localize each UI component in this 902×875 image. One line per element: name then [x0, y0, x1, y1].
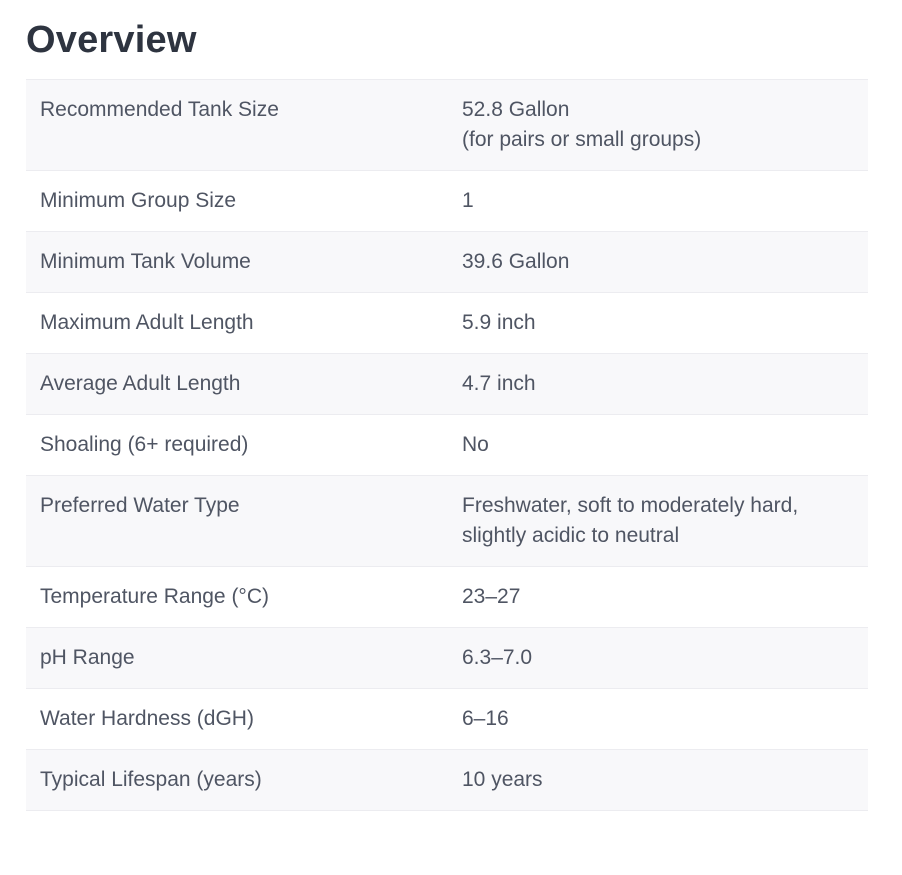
row-label: Typical Lifespan (years): [26, 749, 448, 811]
row-value-line: slightly acidic to neutral: [462, 524, 680, 547]
table-row: Minimum Tank Volume 39.6 Gallon: [26, 231, 868, 293]
overview-table: Recommended Tank Size 52.8 Gallon (for p…: [26, 79, 868, 811]
row-label: Water Hardness (dGH): [26, 688, 448, 750]
row-value-line: 5.9 inch: [462, 311, 536, 334]
table-row: pH Range 6.3–7.0: [26, 627, 868, 689]
row-label: Recommended Tank Size: [26, 79, 448, 171]
table-row: Water Hardness (dGH) 6–16: [26, 688, 868, 750]
row-value: No: [448, 414, 868, 476]
table-row: Average Adult Length 4.7 inch: [26, 353, 868, 415]
row-value-line: 4.7 inch: [462, 372, 536, 395]
table-row: Maximum Adult Length 5.9 inch: [26, 292, 868, 354]
row-value-line: 6–16: [462, 707, 509, 730]
row-value: 52.8 Gallon (for pairs or small groups): [448, 79, 868, 171]
row-value-line: 39.6 Gallon: [462, 250, 570, 273]
table-row: Temperature Range (°C) 23–27: [26, 566, 868, 628]
row-value-line: Freshwater, soft to moderately hard,: [462, 494, 799, 517]
row-label: Preferred Water Type: [26, 475, 448, 567]
table-row: Preferred Water Type Freshwater, soft to…: [26, 475, 868, 567]
row-value: 4.7 inch: [448, 353, 868, 415]
row-value-line: No: [462, 433, 489, 456]
row-label: Minimum Tank Volume: [26, 231, 448, 293]
table-row: Recommended Tank Size 52.8 Gallon (for p…: [26, 79, 868, 171]
row-label: Shoaling (6+ required): [26, 414, 448, 476]
page-title: Overview: [26, 19, 197, 61]
row-value: 23–27: [448, 566, 868, 628]
row-value-line: 23–27: [462, 585, 521, 608]
row-label: Average Adult Length: [26, 353, 448, 415]
row-label: pH Range: [26, 627, 448, 689]
row-value-line: 1: [462, 189, 474, 212]
table-row: Typical Lifespan (years) 10 years: [26, 749, 868, 811]
row-value: 1: [448, 170, 868, 232]
overview-section: Overview Recommended Tank Size 52.8 Gall…: [26, 19, 868, 811]
row-value: 6.3–7.0: [448, 627, 868, 689]
row-value: 5.9 inch: [448, 292, 868, 354]
row-value: Freshwater, soft to moderately hard, sli…: [448, 475, 868, 567]
table-row: Minimum Group Size 1: [26, 170, 868, 232]
row-value: 10 years: [448, 749, 868, 811]
row-value-line: 6.3–7.0: [462, 646, 533, 669]
row-value-line: (for pairs or small groups): [462, 128, 702, 151]
row-value-line: 10 years: [462, 768, 543, 791]
row-value-line: 52.8 Gallon: [462, 98, 570, 121]
row-value: 6–16: [448, 688, 868, 750]
row-value: 39.6 Gallon: [448, 231, 868, 293]
row-label: Temperature Range (°C): [26, 566, 448, 628]
table-row: Shoaling (6+ required) No: [26, 414, 868, 476]
row-label: Maximum Adult Length: [26, 292, 448, 354]
row-label: Minimum Group Size: [26, 170, 448, 232]
